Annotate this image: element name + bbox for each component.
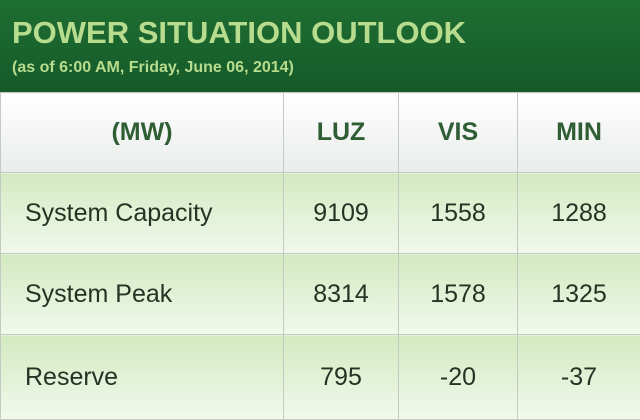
cell-value: -20 xyxy=(399,335,518,420)
cell-value: 1558 xyxy=(399,173,518,254)
subtitle: (as of 6:00 AM, Friday, June 06, 2014) xyxy=(12,48,640,76)
column-header: (MW) xyxy=(1,93,284,173)
cell-value: 795 xyxy=(284,335,399,420)
row-label: System Peak xyxy=(1,254,284,335)
cell-value: 9109 xyxy=(284,173,399,254)
column-header: MIN xyxy=(518,93,640,173)
row-label: System Capacity xyxy=(1,173,284,254)
cell-value: 8314 xyxy=(284,254,399,335)
title: POWER SITUATION OUTLOOK xyxy=(12,0,640,48)
row-label: Reserve xyxy=(1,335,284,420)
cell-value: 1578 xyxy=(399,254,518,335)
cell-value: -37 xyxy=(518,335,640,420)
column-header: VIS xyxy=(399,93,518,173)
header-band: POWER SITUATION OUTLOOK (as of 6:00 AM, … xyxy=(0,0,640,92)
cell-value: 1325 xyxy=(518,254,640,335)
cell-value: 1288 xyxy=(518,173,640,254)
column-header: LUZ xyxy=(284,93,399,173)
